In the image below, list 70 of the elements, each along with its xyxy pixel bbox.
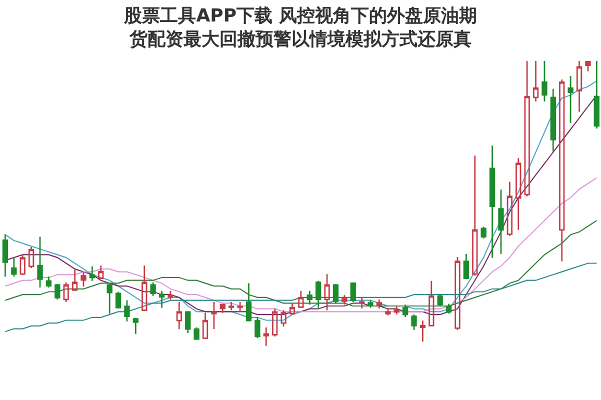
- candlestick: [516, 157, 522, 231]
- candlestick: [542, 61, 548, 102]
- candlestick: [428, 280, 434, 326]
- candlestick: [63, 282, 69, 303]
- candlestick: [306, 290, 312, 306]
- candlestick: [98, 264, 104, 280]
- candlestick: [524, 61, 530, 198]
- candlestick: [158, 290, 165, 308]
- chart-title: 股票工具APP下载 风控视角下的外盘原油期货配资最大回撤预警以情境模拟方式还原真: [123, 6, 477, 50]
- candlestick: [411, 314, 417, 331]
- candlestick: [2, 234, 8, 278]
- candlestick: [576, 61, 582, 112]
- candlestick: [194, 326, 200, 341]
- candlestick: [368, 300, 374, 308]
- candlestick: [489, 144, 496, 259]
- candlestick: [168, 290, 174, 300]
- candlestick: [385, 308, 391, 316]
- candlestick: [72, 269, 78, 292]
- candlestick: [506, 181, 513, 237]
- candlestick: [89, 266, 96, 282]
- candlestick: [394, 306, 400, 316]
- candlestick: [498, 188, 504, 255]
- candlestick: [132, 317, 139, 335]
- candlestick: [280, 310, 286, 328]
- candlestick: [20, 254, 26, 276]
- candlestick: [202, 312, 208, 340]
- candlestick: [316, 280, 322, 308]
- candlestick: [594, 61, 600, 130]
- candlestick: [324, 273, 330, 311]
- candlestick: [550, 88, 556, 152]
- candlestick: [532, 61, 539, 102]
- candlestick: [480, 226, 486, 240]
- candlestick: [350, 282, 356, 303]
- candlestick: [115, 291, 122, 310]
- candlestick: [472, 154, 478, 276]
- candlestick: [237, 301, 243, 313]
- candlestick: [559, 78, 565, 262]
- candlestick: [228, 301, 234, 311]
- candlestick: [463, 253, 470, 280]
- candlestick: [568, 75, 574, 124]
- candlestick: [420, 320, 426, 342]
- candlestick: [298, 290, 304, 308]
- candlestick: [376, 298, 382, 310]
- candlestick: [211, 301, 217, 330]
- candlestick: [454, 256, 460, 331]
- candlestick: [446, 303, 452, 314]
- candlestick: [37, 236, 43, 288]
- candlestick: [124, 300, 130, 322]
- candlestick: [11, 257, 17, 278]
- candlestick: [28, 246, 34, 269]
- candlestick: [150, 282, 156, 297]
- candlestick: [402, 304, 408, 318]
- candlestick: [263, 326, 269, 347]
- candlestick: [80, 272, 86, 288]
- candlestick: [176, 301, 182, 330]
- candlestick: [289, 303, 296, 316]
- candlestick: [142, 264, 148, 312]
- candlestick: [437, 294, 443, 307]
- candlestick: [342, 294, 348, 306]
- candlestick: [358, 297, 365, 310]
- candlestick: [220, 303, 226, 314]
- candlestick: [254, 316, 260, 339]
- candlestick: [332, 283, 339, 304]
- candlestick: [585, 61, 591, 72]
- candlestick: [54, 283, 60, 300]
- candlestick: [185, 310, 191, 334]
- candlestick: [46, 276, 52, 288]
- candlestick: [246, 282, 252, 322]
- candlestick: [272, 308, 278, 338]
- candlestick: [106, 283, 112, 314]
